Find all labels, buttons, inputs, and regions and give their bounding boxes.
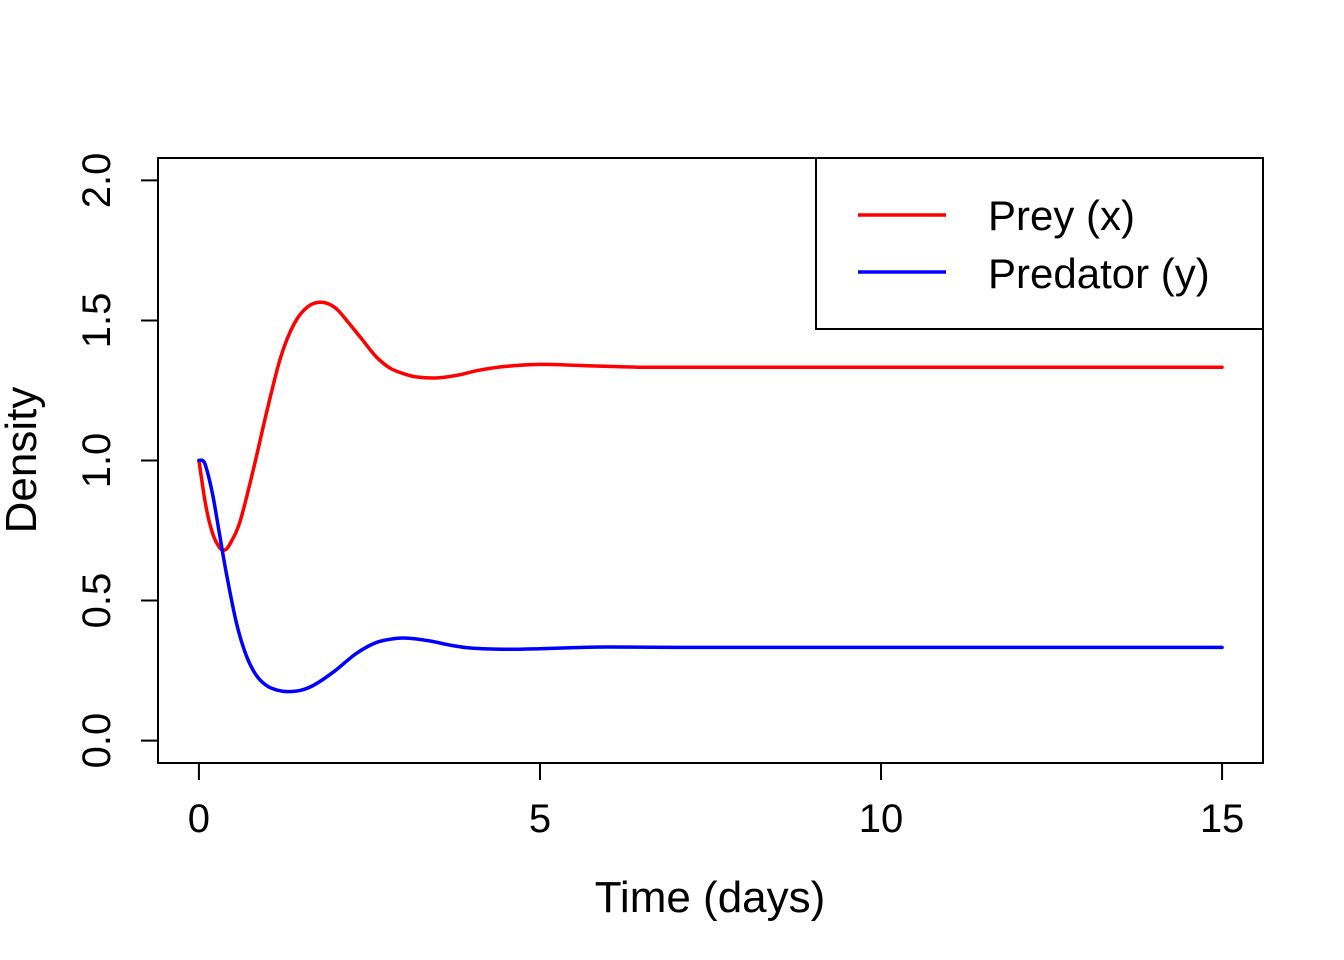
y-axis: 0.0 0.5 1.0 1.5 2.0 xyxy=(75,153,159,769)
legend-label-prey: Prey (x) xyxy=(988,192,1135,239)
series-layer xyxy=(197,300,1224,694)
legend: Prey (x) Predator (y) xyxy=(815,157,1264,330)
y-tick-label: 1.5 xyxy=(75,293,119,349)
series-line-prey xyxy=(197,300,1224,553)
legend-box xyxy=(815,157,1264,330)
x-axis-title: Time (days) xyxy=(595,873,826,922)
x-tick-label: 15 xyxy=(1200,797,1245,841)
x-tick-label: 0 xyxy=(188,797,210,841)
x-axis: 0 5 10 15 xyxy=(188,762,1245,841)
series-line-predator xyxy=(197,458,1224,694)
y-tick-label: 1.0 xyxy=(75,433,119,489)
x-tick-label: 10 xyxy=(859,797,904,841)
x-tick-label: 5 xyxy=(529,797,551,841)
legend-label-predator: Predator (y) xyxy=(988,250,1210,297)
y-tick-label: 0.0 xyxy=(75,713,119,769)
y-axis-title: Density xyxy=(0,387,46,534)
y-tick-label: 0.5 xyxy=(75,573,119,629)
y-tick-label: 2.0 xyxy=(75,153,119,209)
